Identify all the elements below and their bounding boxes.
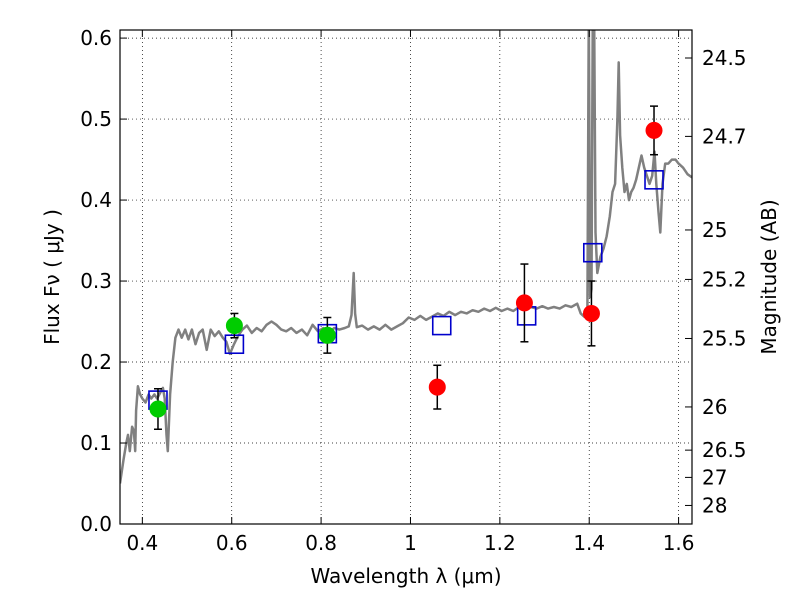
- right-tick-label: 24.7: [702, 124, 747, 148]
- right-tick-label: 28: [702, 493, 727, 517]
- right-tick-label: 25.2: [702, 267, 747, 291]
- model-flux-square: [582, 242, 603, 263]
- x-tick-label: 1.4: [573, 531, 605, 555]
- infrared-point: [645, 121, 663, 139]
- tick-labels: 0.4 0.6 0.8 1 1.2 1.4 1.6 0.0 0.1 0.2 0.3 0.4 0.5 0.6…: [80, 26, 746, 555]
- plot-frame: [119, 29, 693, 525]
- y-axis-title: Flux Fν ( μJy ): [40, 209, 64, 345]
- x-tick-label: 1.6: [663, 531, 695, 555]
- model-flux-square: [431, 315, 452, 336]
- right-axis-title: Magnitude (AB): [757, 199, 781, 354]
- optical-point: [318, 326, 336, 344]
- right-tick-label: 25.5: [702, 326, 747, 350]
- y-tick-label: 0.1: [80, 431, 112, 455]
- right-tick-label: 25: [702, 218, 727, 242]
- model-flux-square: [644, 170, 664, 190]
- tick-marks: [120, 30, 692, 525]
- y-tick-label: 0.0: [80, 512, 112, 536]
- right-tick-label: 24.5: [702, 46, 747, 70]
- infrared-point: [582, 304, 600, 322]
- x-tick-label: 0.8: [305, 531, 337, 555]
- right-tick-label: 26.5: [702, 438, 747, 462]
- right-tick-label: 27: [702, 465, 727, 489]
- infrared-point: [428, 378, 446, 396]
- y-tick-label: 0.2: [80, 350, 112, 374]
- x-tick-label: 0.6: [216, 531, 248, 555]
- y-tick-label: 0.4: [80, 188, 112, 212]
- x-tick-label: 1: [404, 531, 417, 555]
- right-tick-label: 26: [702, 395, 727, 419]
- plot-area: [120, 30, 692, 524]
- y-tick-label: 0.5: [80, 107, 112, 131]
- x-tick-label: 0.4: [126, 531, 158, 555]
- series-layer: [120, 30, 692, 484]
- model-spectrum-line: [120, 30, 692, 484]
- y-tick-label: 0.6: [80, 26, 112, 50]
- grid-lines: [120, 30, 692, 524]
- optical-point: [225, 317, 243, 335]
- y-tick-label: 0.3: [80, 269, 112, 293]
- optical-point: [149, 400, 167, 418]
- x-axis-title: Wavelength λ (μm): [310, 564, 501, 588]
- infrared-point: [515, 294, 533, 312]
- x-tick-label: 1.2: [484, 531, 516, 555]
